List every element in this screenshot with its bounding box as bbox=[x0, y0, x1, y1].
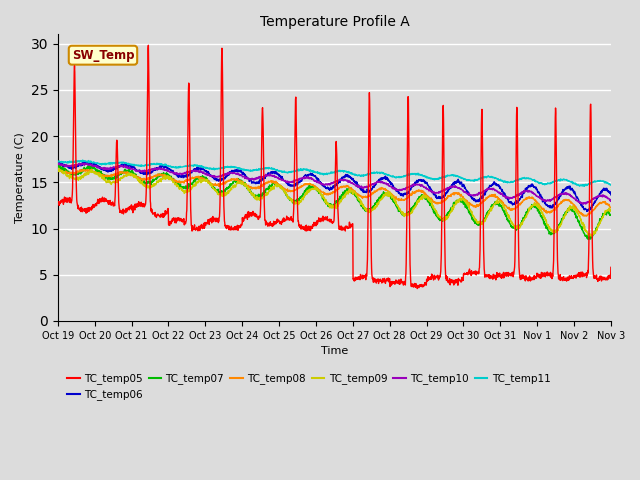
TC_temp07 bbox=[83, 165, 90, 171]
Line: TC_temp08: TC_temp08 bbox=[58, 168, 611, 216]
TC_temp10 bbox=[83, 161, 90, 167]
TC_temp05 bbox=[145, 42, 152, 48]
TC_temp11 bbox=[79, 157, 86, 163]
Title: Temperature Profile A: Temperature Profile A bbox=[259, 15, 409, 29]
TC_temp06 bbox=[583, 208, 591, 214]
TC_temp10 bbox=[323, 182, 331, 188]
TC_temp09 bbox=[591, 230, 599, 236]
TC_temp06 bbox=[323, 186, 331, 192]
TC_temp07 bbox=[54, 161, 62, 167]
Text: SW_Temp: SW_Temp bbox=[72, 48, 134, 62]
TC_temp11 bbox=[607, 182, 614, 188]
TC_temp10 bbox=[591, 194, 599, 200]
TC_temp06 bbox=[84, 158, 92, 164]
TC_temp06 bbox=[607, 192, 614, 198]
TC_temp11 bbox=[580, 183, 588, 189]
TC_temp08 bbox=[323, 191, 331, 197]
TC_temp09 bbox=[490, 203, 497, 208]
Line: TC_temp10: TC_temp10 bbox=[58, 163, 611, 204]
Line: TC_temp06: TC_temp06 bbox=[58, 161, 611, 211]
TC_temp11 bbox=[490, 174, 497, 180]
TC_temp05 bbox=[308, 226, 316, 231]
Line: TC_temp09: TC_temp09 bbox=[58, 168, 611, 236]
TC_temp11 bbox=[83, 159, 90, 165]
TC_temp09 bbox=[83, 170, 90, 176]
TC_temp10 bbox=[579, 201, 586, 207]
TC_temp07 bbox=[308, 183, 316, 189]
TC_temp10 bbox=[54, 161, 61, 167]
Line: TC_temp05: TC_temp05 bbox=[58, 45, 611, 288]
TC_temp06 bbox=[308, 171, 316, 177]
TC_temp11 bbox=[308, 168, 316, 174]
TC_temp09 bbox=[323, 202, 331, 207]
TC_temp06 bbox=[83, 160, 90, 166]
TC_temp06 bbox=[591, 198, 599, 204]
TC_temp10 bbox=[591, 195, 599, 201]
TC_temp05 bbox=[323, 215, 331, 220]
Line: TC_temp07: TC_temp07 bbox=[58, 164, 611, 240]
TC_temp08 bbox=[308, 182, 316, 188]
Y-axis label: Temperature (C): Temperature (C) bbox=[15, 132, 25, 223]
TC_temp05 bbox=[413, 286, 421, 291]
TC_temp05 bbox=[591, 276, 599, 281]
TC_temp07 bbox=[54, 162, 61, 168]
X-axis label: Time: Time bbox=[321, 346, 348, 356]
TC_temp10 bbox=[308, 176, 316, 182]
TC_temp06 bbox=[490, 181, 497, 187]
TC_temp05 bbox=[83, 210, 90, 216]
TC_temp07 bbox=[607, 212, 614, 218]
TC_temp08 bbox=[490, 192, 497, 198]
TC_temp11 bbox=[591, 178, 599, 184]
TC_temp08 bbox=[581, 213, 589, 219]
TC_temp05 bbox=[54, 200, 61, 206]
TC_temp05 bbox=[490, 274, 498, 280]
TC_temp07 bbox=[591, 229, 599, 235]
TC_temp07 bbox=[490, 201, 497, 207]
TC_temp10 bbox=[490, 185, 497, 191]
TC_temp08 bbox=[591, 205, 598, 211]
TC_temp08 bbox=[591, 205, 599, 211]
TC_temp09 bbox=[308, 185, 316, 191]
TC_temp05 bbox=[607, 264, 614, 270]
Line: TC_temp11: TC_temp11 bbox=[58, 160, 611, 186]
TC_temp09 bbox=[55, 166, 63, 171]
TC_temp09 bbox=[607, 206, 614, 212]
TC_temp06 bbox=[591, 198, 599, 204]
TC_temp08 bbox=[607, 205, 614, 211]
TC_temp11 bbox=[54, 158, 61, 164]
TC_temp06 bbox=[54, 160, 61, 166]
TC_temp05 bbox=[591, 274, 599, 280]
TC_temp09 bbox=[591, 230, 599, 236]
TC_temp11 bbox=[591, 179, 599, 185]
TC_temp08 bbox=[83, 168, 90, 173]
TC_temp07 bbox=[591, 228, 599, 233]
TC_temp10 bbox=[54, 160, 62, 166]
TC_temp07 bbox=[584, 237, 592, 242]
TC_temp09 bbox=[588, 233, 596, 239]
TC_temp11 bbox=[323, 171, 331, 177]
TC_temp10 bbox=[607, 198, 614, 204]
Legend: TC_temp05, TC_temp06, TC_temp07, TC_temp08, TC_temp09, TC_temp10, TC_temp11: TC_temp05, TC_temp06, TC_temp07, TC_temp… bbox=[63, 369, 555, 405]
TC_temp07 bbox=[323, 200, 331, 205]
TC_temp09 bbox=[54, 166, 61, 171]
TC_temp08 bbox=[54, 166, 61, 171]
